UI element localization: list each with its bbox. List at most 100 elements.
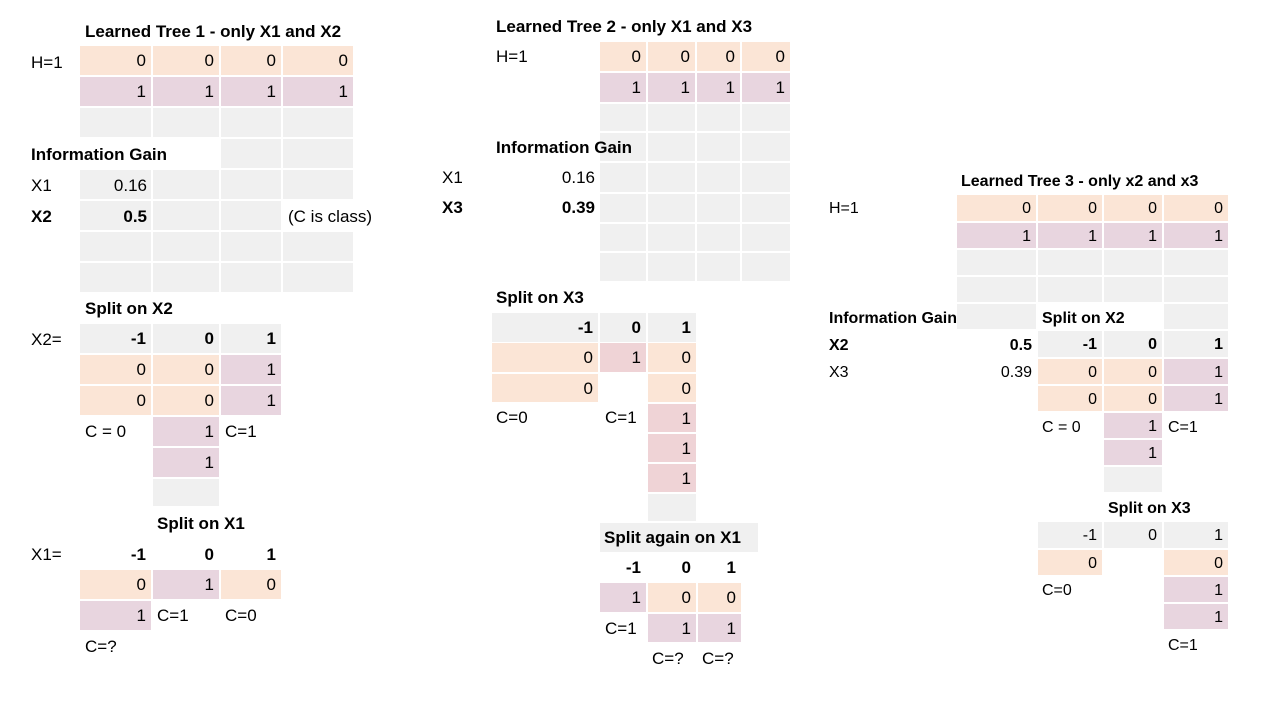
empty-cell <box>648 253 695 281</box>
tree1-split-x2-cell: 0 <box>153 355 219 384</box>
tree2-split-x1-cell: 1 <box>698 614 741 642</box>
tree2-split-x1-cell: 0 <box>698 583 741 612</box>
tree3-split-x3-header: 1 <box>1164 522 1228 548</box>
empty-cell <box>697 194 740 222</box>
tree3-split-x2-cell: 0 <box>1038 386 1102 411</box>
tree1-row0-cell: 0 <box>153 46 219 75</box>
empty-cell <box>80 108 151 137</box>
tree3-split-x3-header: 0 <box>1104 522 1162 548</box>
tree3-title: Learned Tree 3 - only x2 and x3 <box>961 173 1199 190</box>
tree3-split-x2-extra: 1 <box>1104 440 1162 465</box>
tree1-split-x2-cell: 1 <box>221 355 281 384</box>
tree2-row1-cell: 1 <box>648 73 695 102</box>
tree1-note: (C is class) <box>288 207 373 226</box>
tree1-split-x2-c-left: C = 0 <box>85 422 127 441</box>
empty-cell <box>742 163 790 192</box>
empty-cell <box>1038 250 1102 275</box>
empty-cell <box>697 133 740 161</box>
tree1-split-x2-cell: 1 <box>221 386 281 415</box>
tree3-h-label: H=1 <box>829 200 859 217</box>
empty-cell <box>648 133 695 161</box>
empty-cell <box>648 194 695 222</box>
tree2-split-x1-header: 0 <box>681 558 691 577</box>
empty-cell <box>221 139 281 168</box>
empty-cell <box>221 263 281 292</box>
empty-cell <box>600 163 646 192</box>
tree3-split-x3-cell: 1 <box>1164 604 1228 629</box>
tree2-ig-title: Information Gain <box>496 138 632 157</box>
tree2-split-x1-title: Split again on X1 <box>600 523 758 552</box>
empty-cell <box>697 104 740 131</box>
tree3-split-x2-c-right: C=1 <box>1168 419 1198 436</box>
tree2-split-x1-c-q1: C=? <box>652 649 684 668</box>
tree2-ig-name: X1 <box>442 168 463 187</box>
tree3-split-x2-header: 1 <box>1164 331 1228 357</box>
tree1-split-x1-c-left: C=? <box>85 637 117 656</box>
empty-cell <box>697 163 740 192</box>
tree3-row0-cell: 0 <box>1104 195 1162 221</box>
empty-cell <box>283 232 353 261</box>
tree1-ig-name: X1 <box>31 176 52 195</box>
empty-cell <box>153 201 219 230</box>
tree1-title: Learned Tree 1 - only X1 and X2 <box>85 22 342 41</box>
tree3-split-x3-header: -1 <box>1038 522 1102 548</box>
empty-cell <box>648 163 695 192</box>
tree1-split-x2-c-right: C=1 <box>225 422 257 441</box>
tree2-split-x3-extra: 1 <box>648 404 696 432</box>
tree2-row1-cell: 1 <box>697 73 740 102</box>
tree1-split-x2-title: Split on X2 <box>85 299 173 318</box>
tree1-split-x1-header: -1 <box>130 545 146 564</box>
tree2-row0-cell: 0 <box>648 42 695 71</box>
tree3-row1-cell: 1 <box>957 223 1036 248</box>
tree3-split-x2-header: -1 <box>1038 331 1102 357</box>
tree3-split-x3-c-left: C=0 <box>1042 582 1072 599</box>
empty-cell <box>221 232 281 261</box>
tree1-ig-value: 0.16 <box>113 176 147 195</box>
empty-cell <box>153 108 219 137</box>
tree3-split-x2-cell: 0 <box>1104 386 1162 411</box>
tree3-row0-cell: 0 <box>1038 195 1102 221</box>
empty-cell <box>648 494 696 521</box>
tree1-split-x1-var: X1= <box>31 545 62 564</box>
tree1-row0-cell: 0 <box>80 46 151 75</box>
empty-cell <box>1104 277 1162 302</box>
empty-cell <box>1038 277 1102 302</box>
empty-cell <box>600 253 646 281</box>
tree1-row1-cell: 1 <box>283 77 353 106</box>
empty-cell <box>221 108 281 137</box>
tree3-split-x2-title: Split on X2 <box>1042 310 1125 327</box>
tree3-row0-cell: 0 <box>957 195 1036 221</box>
tree1-h-label: H=1 <box>31 53 63 72</box>
empty-cell <box>153 232 219 261</box>
tree1-split-x2-cell: 0 <box>80 386 151 415</box>
empty-cell <box>957 250 1036 275</box>
empty-cell <box>600 133 646 161</box>
tree1-row1-cell: 1 <box>221 77 281 106</box>
empty-cell <box>742 133 790 161</box>
tree2-split-x1-cell: 0 <box>648 583 696 612</box>
empty-cell <box>153 479 219 506</box>
tree2-split-x3-header: 1 <box>648 313 696 342</box>
tree2-split-x3-c-left: C=0 <box>496 408 528 427</box>
tree2-split-x3-cell: 0 <box>492 343 598 372</box>
tree3-split-x2-cell: 1 <box>1164 359 1228 384</box>
tree2-row0-cell: 0 <box>600 42 646 71</box>
empty-cell <box>697 253 740 281</box>
empty-cell <box>742 104 790 131</box>
empty-cell <box>1164 304 1228 329</box>
tree1-split-x2-header: 1 <box>221 324 281 353</box>
empty-cell <box>1164 277 1228 302</box>
empty-cell <box>742 253 790 281</box>
tree1-ig-value: 0.5 <box>123 207 147 226</box>
tree1-split-x1-cell: 0 <box>80 570 151 599</box>
tree1-split-x1-cell: 1 <box>153 570 219 599</box>
tree2-split-x1-header: 1 <box>726 558 736 577</box>
empty-cell <box>1164 250 1228 275</box>
tree3-split-x2-extra: 1 <box>1104 413 1162 438</box>
tree3-ig-title: Information Gain <box>829 310 957 327</box>
empty-cell <box>957 304 1036 329</box>
tree1-row1-cell: 1 <box>80 77 151 106</box>
tree2-title: Learned Tree 2 - only X1 and X3 <box>496 17 753 36</box>
tree3-split-x3-cell: 0 <box>1038 550 1102 575</box>
empty-cell <box>1104 250 1162 275</box>
